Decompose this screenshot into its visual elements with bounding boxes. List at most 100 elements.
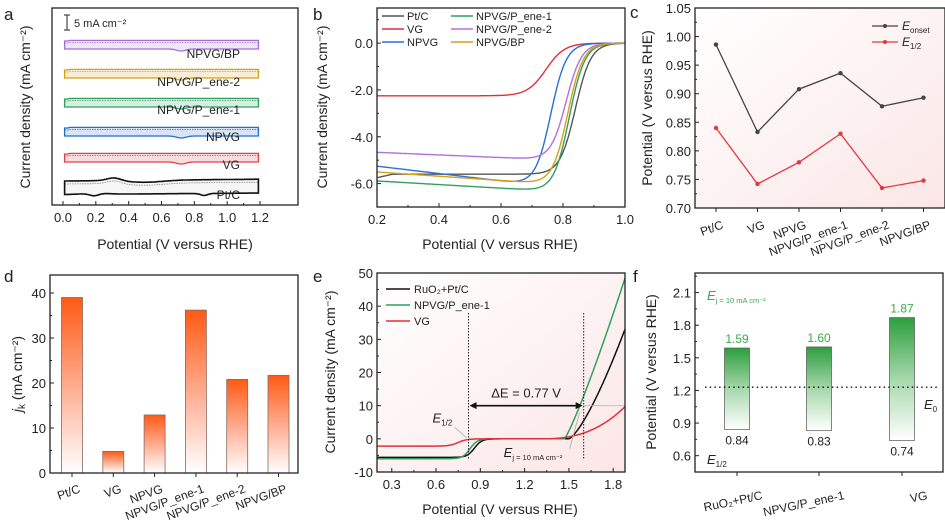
x-axis-label: Potential (V versus RHE) [422, 236, 578, 252]
legend: RuO₂+Pt/C NPVG/P_ene-1 VG [386, 284, 490, 328]
lsv-curve-npvg-p-ene-1 [377, 42, 625, 190]
data-point [921, 178, 926, 183]
curve-label: NPVG/P_ene-2 [157, 75, 240, 89]
potential-series [713, 42, 926, 191]
top-value-label: 1.60 [807, 331, 831, 345]
legend-label: RuO₂+Pt/C [414, 284, 469, 296]
series-line-onset [715, 44, 924, 134]
bottom-value-label: 0.74 [890, 444, 914, 458]
y-axis-label: Potential (V versus RHE) [643, 294, 659, 450]
y-axis-label: Current density (mA cm⁻²) [17, 26, 33, 189]
panel-b: 0.2 0.4 0.6 0.8 1.00.0-2.0-4.0-6.0 Pt/CVGNPV… [314, 7, 634, 252]
y-tick-label: 0.0 [355, 36, 373, 51]
legend-label: VG [414, 316, 430, 328]
x-tick-label: VG [745, 218, 766, 237]
curve-label: VG [223, 158, 240, 172]
y-tick-label: 1.00 [666, 30, 691, 45]
x-axis-label: Potential (V versus RHE) [97, 236, 253, 252]
x-tick-label: Pt/C [698, 218, 725, 239]
bottom-value-label: 0.83 [807, 435, 831, 449]
y-tick-label: 2.1 [673, 286, 691, 301]
x-tick-label: 1.2 [516, 477, 534, 492]
cv-curve-npvg-bp [63, 39, 260, 52]
x-tick-label: 0.6 [427, 477, 445, 492]
scale-bar: 5 mA cm⁻² [64, 14, 127, 31]
x-tick-label: 1.5 [560, 477, 578, 492]
data-point [879, 185, 885, 191]
data-point [921, 95, 926, 100]
cv-curves: NPVG/BP NPVG/P_ene-2 NPVG/P_ene-1 NPVG VG Pt/… [63, 39, 260, 202]
cv-curve-npvg-p-ene-1 [63, 97, 260, 110]
y-tick-label: 40 [32, 286, 46, 301]
delta-e-label: ΔE = 0.77 V [491, 386, 561, 401]
curve-label: NPVG [206, 130, 240, 144]
e-half-pointer [454, 426, 467, 439]
data-point [713, 125, 719, 131]
potential-bar-ruo-pt-c [724, 347, 750, 430]
top-legend: Ej = 10 mA cm⁻² [707, 288, 766, 305]
legend-label: NPVG/P_ene-1 [414, 300, 490, 312]
data-point [713, 42, 719, 47]
x-tick-label: NPVG/P_ene-1 [762, 488, 846, 519]
legend-label: NPVG [407, 37, 438, 49]
panel-e: ΔE = 0.77 VE1/2Ej = 10 mA cm⁻² 0.3 0.6 0.9… [322, 266, 626, 517]
y-tick-label: 0 [366, 432, 373, 447]
legend-label: NPVG/P_ene-1 [476, 11, 552, 23]
potential-bar-npvg-p-ene-1 [806, 346, 832, 432]
y-tick-label: -6.0 [351, 177, 373, 192]
cv-curve-npvg [63, 126, 260, 139]
axis-ticks: 0.3 0.6 0.9 1.2 1.5 1.8 50 40 30 20 10 0 -10 [354, 266, 622, 492]
y-tick-label: 20 [359, 366, 373, 381]
x-tick-label: 0.0 [54, 210, 72, 225]
legend-label: VG [407, 24, 423, 36]
legend-marker [883, 24, 887, 28]
y-tick-label: 1.05 [666, 1, 691, 16]
y-tick-label: 0.75 [666, 172, 691, 187]
cv-dashed-pt-c [64, 180, 259, 186]
panel-a: NPVG/BP NPVG/P_ene-2 NPVG/P_ene-1 NPVG VG Pt/… [17, 7, 299, 252]
bar-npvg-bp [267, 374, 290, 474]
axis-ticks: 0.2 0.4 0.6 0.8 1.0 0.0 -2.0 -4.0 -6.0 [351, 19, 634, 227]
cv-curve-pt-c [63, 177, 260, 197]
cv-curve-npvg-p-ene-2 [63, 68, 260, 81]
bar-npvg [143, 414, 166, 474]
y-tick-label: 10 [359, 399, 373, 414]
y-tick-label: 0.85 [666, 115, 691, 130]
x-tick-label: 1.8 [604, 477, 622, 492]
y-tick-label: 20 [32, 376, 46, 391]
plot-frame [51, 7, 299, 206]
x-tick-label: RuO₂+Pt/C [702, 488, 764, 514]
arrow-head-left [469, 402, 477, 410]
scale-bar-label: 5 mA cm⁻² [74, 18, 127, 30]
x-tick-label: 0.6 [492, 212, 510, 227]
lsv-curve-vg [377, 42, 625, 97]
x-tick-label: VG [102, 482, 123, 501]
y-tick-label: 0.80 [666, 144, 691, 159]
x-ticks: 0.0 0.2 0.4 0.6 0.8 1.0 1.2 [54, 201, 269, 225]
lsv-curves [376, 42, 626, 190]
x-axis-label: Potential (V versus RHE) [422, 501, 578, 517]
y-tick-label: 1.2 [673, 383, 691, 398]
y-tick-label: 0.6 [673, 449, 691, 464]
x-tick-label: 0.3 [383, 477, 401, 492]
x-tick-label: 0.4 [430, 212, 448, 227]
bottom-legend: E1/2 [707, 452, 727, 469]
bar-npvg-p-ene-2 [226, 378, 249, 474]
x-tick-label: 1.2 [251, 210, 269, 225]
y-axis-label: Current density (mA cm⁻²) [322, 291, 338, 454]
y-tick-label: 0.70 [666, 201, 691, 216]
y-tick-label: -4.0 [351, 130, 373, 145]
panel-label-c: c [630, 3, 639, 22]
x-tick-label: 0.8 [554, 212, 572, 227]
e-j-pointer [569, 412, 581, 449]
panel-label-a: a [4, 5, 14, 24]
data-point [838, 131, 843, 136]
legend-label: NPVG/BP [476, 37, 525, 49]
x-tick-label: 0.9 [471, 477, 489, 492]
bottom-value-label: 0.84 [725, 434, 749, 448]
arrow-head-right [575, 402, 583, 410]
